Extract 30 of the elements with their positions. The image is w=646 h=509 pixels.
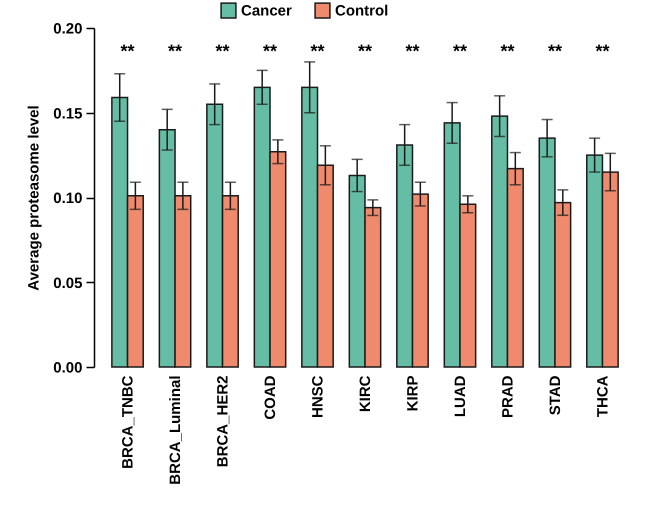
annotation: **	[263, 41, 278, 61]
y-tick-label: 0.15	[53, 105, 82, 122]
x-tick-label: KIRC	[357, 375, 374, 412]
annotation: **	[120, 41, 135, 61]
y-axis-title: Average proteasome level	[25, 105, 42, 291]
y-tick-label: 0.00	[53, 360, 82, 376]
x-tick-label: THCA	[594, 375, 612, 418]
x-tick-label: KIRP	[404, 376, 422, 412]
annotation: **	[405, 41, 420, 61]
annotation: **	[452, 41, 467, 61]
annotation: **	[358, 41, 372, 61]
annotation: **	[595, 41, 610, 61]
x-tick-label: LUAD	[452, 375, 469, 418]
y-tick-label: 0.20	[53, 20, 82, 38]
legend-label: Cancer	[241, 2, 292, 20]
x-tick-label: BRCA_TNBC	[120, 375, 137, 469]
legend-label: Control	[335, 2, 388, 20]
x-tick-label: PRAD	[499, 375, 516, 418]
y-tick-label: 0.10	[53, 190, 82, 207]
annotation: **	[168, 41, 182, 61]
annotation: **	[500, 41, 514, 61]
x-tick-label: BRCA_Luminal	[167, 376, 184, 485]
annotation: **	[216, 41, 230, 61]
annotation: **	[310, 41, 325, 61]
x-tick-label: STAD	[546, 375, 564, 416]
annotation: **	[548, 41, 562, 61]
y-tick-label: 0.05	[53, 274, 82, 292]
x-tick-label: BRCA_HER2	[214, 376, 232, 468]
x-tick-label: COAD	[262, 375, 280, 420]
x-tick-label: HNSC	[310, 375, 327, 418]
